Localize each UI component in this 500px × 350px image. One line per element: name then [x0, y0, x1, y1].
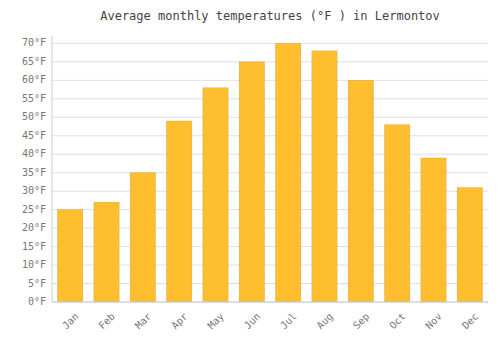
x-tick-label: Oct	[387, 311, 408, 332]
x-axis-line	[52, 302, 488, 303]
x-tick-label: Mar	[133, 311, 154, 332]
title: Average monthly temperatures (°F ) in Le…	[100, 9, 440, 23]
x-tick-label: Apr	[169, 311, 190, 332]
bar	[348, 80, 373, 302]
bar	[239, 62, 264, 302]
y-axis-line	[52, 36, 53, 302]
y-tick-label: 60°F	[22, 74, 46, 85]
bar	[203, 88, 228, 302]
x-tick-label: May	[205, 311, 226, 332]
grid-line	[52, 154, 488, 155]
grid-line	[52, 135, 488, 136]
y-tick-label: 10°F	[22, 259, 46, 270]
grid-line	[52, 61, 488, 62]
y-tick-label: 25°F	[22, 204, 46, 215]
bar	[312, 51, 337, 302]
y-tick-label: 0°F	[28, 296, 46, 307]
y-tick-label: 55°F	[22, 93, 46, 104]
x-tick-label: Jul	[278, 311, 299, 332]
bar	[57, 210, 82, 302]
chart: 0°F 5°F 10°F 15°F 20°F 25°F 30°F 35°F 40°F 45°F 50…	[0, 0, 500, 350]
bar	[130, 173, 155, 302]
chart-container: 0°F 5°F 10°F 15°F 20°F 25°F 30°F 35°F 40°F 45°F 50…	[0, 0, 500, 350]
x-axis-ticks: Jan Feb Mar Apr May Jun Jul Aug Sep Oct Nov Dec	[60, 311, 480, 332]
grid	[52, 43, 488, 302]
x-tick-label: Feb	[96, 311, 117, 332]
grid-line	[52, 80, 488, 81]
bar	[457, 187, 482, 302]
y-tick-label: 20°F	[22, 222, 46, 233]
y-tick-label: 70°F	[22, 37, 46, 48]
x-tick-label: Dec	[460, 311, 481, 332]
grid-line	[52, 43, 488, 44]
y-tick-label: 50°F	[22, 111, 46, 122]
y-axis-ticks: 0°F 5°F 10°F 15°F 20°F 25°F 30°F 35°F 40°F 45°F 50…	[22, 37, 46, 307]
grid-line	[52, 117, 488, 118]
grid-line	[52, 302, 488, 303]
x-tick-label: Jan	[60, 311, 81, 332]
bar	[421, 158, 446, 302]
bar	[166, 121, 191, 302]
y-tick-label: 45°F	[22, 130, 46, 141]
y-tick-label: 65°F	[22, 56, 46, 67]
y-tick-label: 30°F	[22, 185, 46, 196]
y-tick-label: 15°F	[22, 241, 46, 252]
x-tick-label: Aug	[314, 311, 335, 332]
x-tick-label: Sep	[351, 311, 372, 332]
x-tick-label: Jun	[242, 311, 263, 332]
x-tick-label: Nov	[423, 311, 444, 332]
bar	[275, 43, 300, 302]
background	[0, 0, 500, 350]
bar	[94, 202, 119, 302]
bars	[57, 43, 482, 302]
bar	[384, 125, 409, 302]
y-tick-label: 5°F	[28, 278, 46, 289]
y-tick-label: 40°F	[22, 148, 46, 159]
y-tick-label: 35°F	[22, 167, 46, 178]
grid-line	[52, 98, 488, 99]
